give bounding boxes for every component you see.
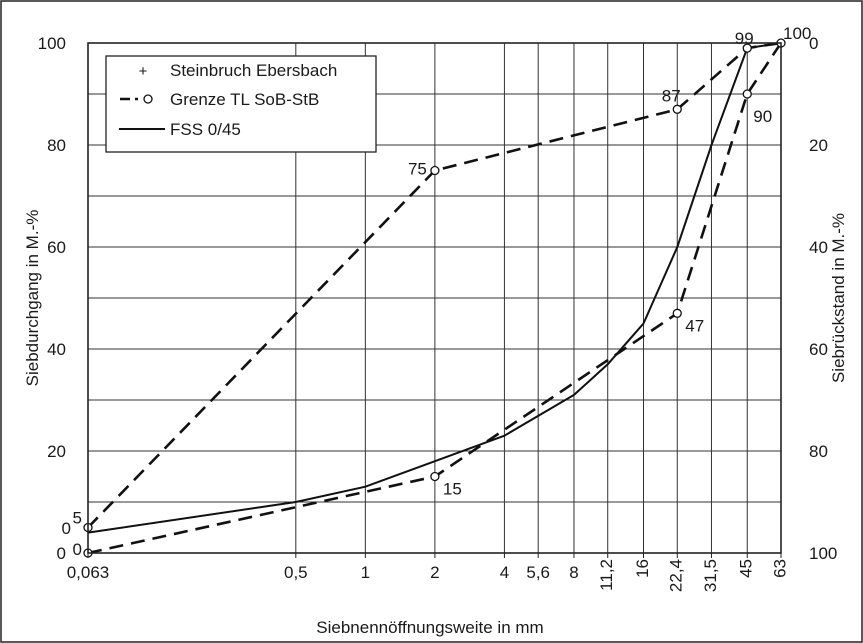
data-label: 15 (443, 480, 462, 499)
data-point-marker (672, 104, 682, 114)
fss-curve (87, 42, 782, 534)
data-point-marker (672, 308, 682, 318)
x-tick-label: 45 (737, 559, 756, 578)
legend-item: Grenze TL SoB-StB (120, 90, 319, 109)
x-tick-label: 4 (500, 563, 509, 582)
data-label: 75 (408, 160, 427, 179)
series-layer: 5 75 87 99 100 0 15 47 90 (73, 24, 812, 559)
y-axis-left-label: Siebdurchgang in M.-% (23, 210, 42, 387)
limit-curve (87, 41, 782, 529)
data-label: 90 (753, 107, 772, 126)
x-tick-label: 2 (430, 563, 439, 582)
ticks: 0,063 0,5 1 2 4 5,6 8 11,2 16 22,4 31,5 45 63 0 20 40 60… (38, 34, 838, 592)
y-tick-label-right: 40 (809, 238, 828, 257)
x-tick-label: 11,2 (597, 559, 616, 591)
data-label: 99 (735, 29, 754, 48)
legend-box (105, 55, 377, 153)
legend-items: + Steinbruch Ebersbach Grenze TL SoB-StB FS… (119, 61, 337, 139)
x-tick-label: 1 (361, 563, 370, 582)
legend-circle-marker (143, 94, 153, 104)
y-axis-right-label: Siebrückstand in M.-% (829, 213, 848, 383)
plot-area-border (87, 42, 782, 554)
data-label: 0 (73, 540, 82, 559)
x-tick-label: 22,4 (667, 559, 686, 592)
legend-plus-marker: + (139, 63, 148, 80)
legend-item: FSS 0/45 (119, 120, 241, 139)
data-label: 100 (783, 24, 811, 43)
y-tick-label-right: 100 (809, 544, 837, 563)
data-label: 87 (662, 86, 681, 105)
y-tick-label-right: 80 (809, 442, 828, 461)
y-tick-label-left: 20 (47, 442, 66, 461)
origin-extra-label: 0 (62, 519, 71, 538)
x-tick-label: 63 (770, 559, 789, 578)
x-tick-label: 0,063 (67, 563, 110, 582)
y-tick-label-right: 0 (809, 34, 818, 53)
y-tick-label-left: 60 (47, 238, 66, 257)
y-tick-label-left: 40 (47, 340, 66, 359)
data-point-marker (742, 89, 752, 99)
y-tick-label-right: 20 (809, 136, 828, 155)
legend-label: Grenze TL SoB-StB (170, 90, 319, 109)
data-label: 47 (685, 316, 704, 335)
legend-item: + Steinbruch Ebersbach (139, 61, 338, 80)
x-tick-label: 5,6 (526, 563, 550, 582)
legend-label: FSS 0/45 (170, 120, 241, 139)
x-tick-label: 8 (569, 563, 578, 582)
y-tick-label-left: 100 (38, 34, 66, 53)
y-tick-label-left: 0 (57, 544, 66, 563)
legend: + Steinbruch Ebersbach Grenze TL SoB-StB FS… (105, 55, 377, 153)
x-tick-label: 16 (633, 559, 652, 578)
y-tick-label-left: 80 (47, 136, 66, 155)
x-tick-label: 0,5 (284, 563, 308, 582)
y-tick-label-right: 60 (809, 340, 828, 359)
x-tick-label: 31,5 (701, 559, 720, 592)
data-point-marker (430, 471, 440, 482)
data-point-marker (742, 43, 752, 53)
data-point-marker (430, 165, 440, 176)
x-axis-label: Siebnennöffnungsweite in mm (316, 618, 543, 637)
legend-label: Steinbruch Ebersbach (170, 61, 337, 80)
data-label: 5 (73, 509, 82, 528)
